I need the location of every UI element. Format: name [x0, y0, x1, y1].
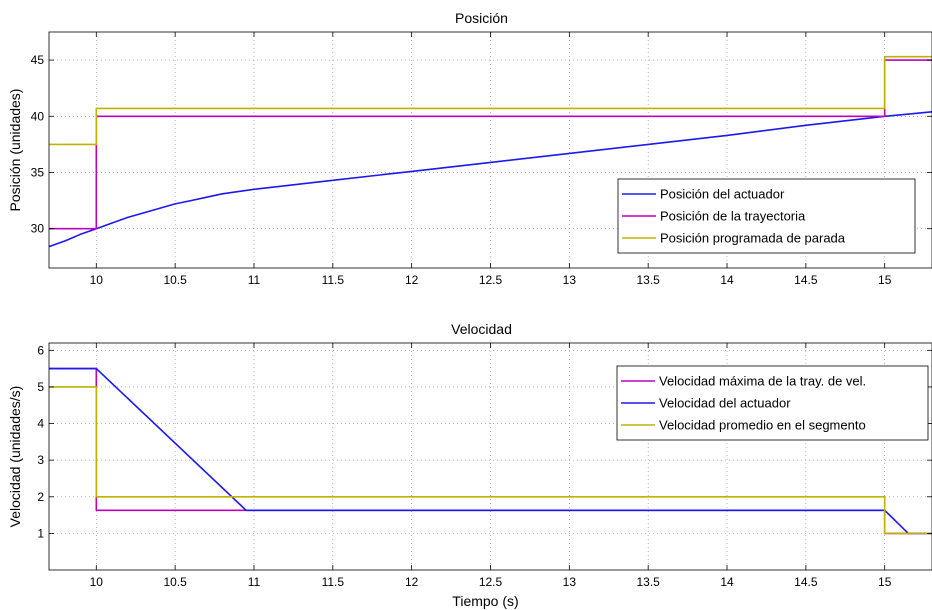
- series-group: [49, 367, 932, 535]
- y-tick-label: 6: [37, 343, 44, 357]
- chart-1: 10 10.5 11 11.5 12 12.5 13 13.5 14 14.5 15123456Ve…: [7, 321, 932, 609]
- y-tick-label: 5: [37, 380, 44, 394]
- x-tick-label: 14: [720, 575, 734, 589]
- y-tick-label: 3: [37, 453, 44, 467]
- x-tick-label: 14.5: [794, 575, 818, 589]
- legend-label-2: Posición programada de parada: [660, 231, 846, 246]
- series-line-2: [49, 386, 932, 535]
- y-tick-label: 2: [37, 490, 44, 504]
- legend: Velocidad máxima de la tray. de vel. Velo…: [616, 365, 929, 441]
- x-tick-label: 12.5: [479, 575, 503, 589]
- x-tick-label: 10: [90, 575, 104, 589]
- x-tick-label: 15: [878, 575, 892, 589]
- legend-box: [617, 178, 916, 254]
- legend-box: [616, 365, 929, 441]
- y-tick-label: 40: [31, 109, 45, 123]
- series-line-2: [49, 55, 932, 146]
- y-tick-label: 30: [31, 222, 45, 236]
- y-tick-label: 1: [37, 526, 44, 540]
- chart-title: Velocidad: [451, 321, 512, 337]
- x-tick-label: 11: [248, 575, 261, 589]
- x-tick-label: 14.5: [794, 273, 818, 287]
- x-tick-label: 12: [405, 575, 419, 589]
- series-line-1: [49, 59, 932, 230]
- legend-label-1: Velocidad del actuador: [659, 396, 791, 411]
- legend-label-2: Velocidad promedio en el segmento: [659, 418, 866, 433]
- x-tick-label: 13: [563, 575, 577, 589]
- x-tick-label: 10.5: [163, 575, 187, 589]
- legend-label-1: Posición de la trayectoria: [660, 209, 806, 224]
- x-tick-label: 11.5: [322, 273, 345, 287]
- x-tick-label: 13.5: [636, 273, 660, 287]
- series-line-0: [49, 111, 932, 248]
- x-tick-label: 15: [878, 273, 892, 287]
- y-axis-label: Posición (unidades): [7, 89, 23, 212]
- chart-title: Posición: [455, 10, 508, 26]
- y-tick-label: 35: [31, 165, 45, 179]
- x-tick-label: 11: [248, 273, 261, 287]
- legend-label-0: Posición del actuador: [660, 187, 785, 202]
- y-tick-label: 45: [31, 53, 45, 67]
- y-tick-label: 4: [37, 417, 44, 431]
- y-axis-label: Velocidad (unidades/s): [7, 386, 23, 528]
- series-group: [49, 55, 932, 248]
- legend-label-0: Velocidad máxima de la tray. de vel.: [659, 374, 866, 389]
- x-axis-label: Tiempo (s): [452, 593, 518, 609]
- x-tick-label: 13: [563, 273, 577, 287]
- x-tick-label: 12: [405, 273, 419, 287]
- x-tick-label: 10: [90, 273, 104, 287]
- chart-0: 10 10.5 11 11.5 12 12.5 13 13.5 14 14.5 15 30 35 40 45…: [7, 10, 932, 287]
- x-tick-label: 14: [720, 273, 734, 287]
- x-tick-label: 10.5: [163, 273, 187, 287]
- x-tick-label: 13.5: [636, 575, 660, 589]
- legend: Posición del actuador Posición de la tray…: [617, 178, 916, 254]
- x-tick-label: 11.5: [322, 575, 345, 589]
- x-tick-label: 12.5: [479, 273, 503, 287]
